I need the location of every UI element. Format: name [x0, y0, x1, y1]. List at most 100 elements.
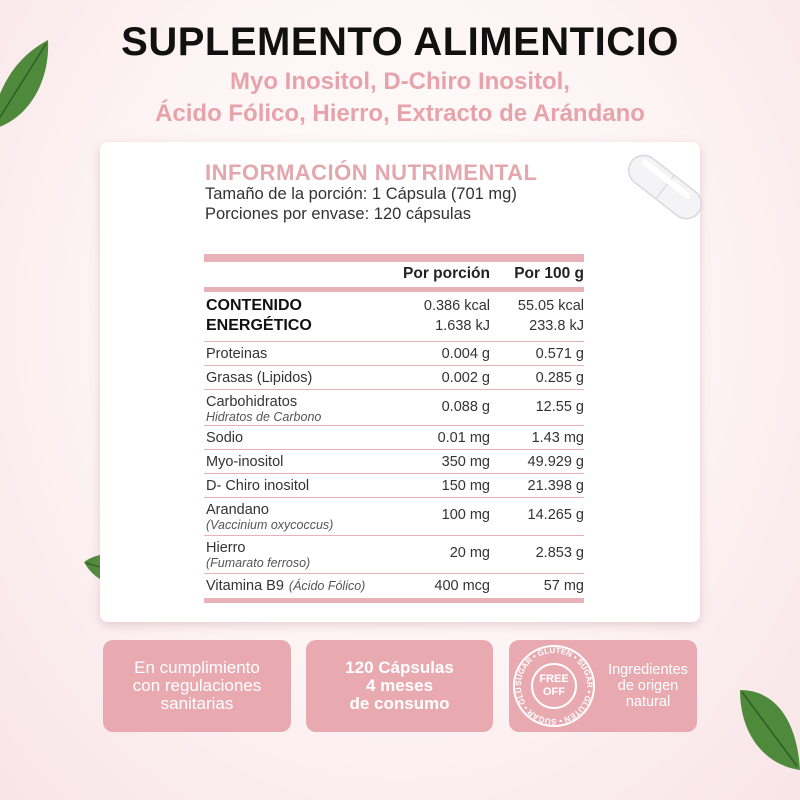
- value-cell: 0.01 mg: [438, 428, 490, 448]
- capsule: [627, 154, 703, 220]
- badge-text: FREE: [539, 673, 568, 685]
- value-cell: 14.265 g: [528, 505, 584, 525]
- nutrition-row: Carbohidratos Hidratos de Carbono 0.088 g 1…: [204, 390, 584, 426]
- nutrient-label: Sodio: [206, 430, 244, 446]
- nutrition-card: [100, 142, 700, 622]
- value-cell: 0.386 kcal 1.638 kJ: [424, 296, 490, 336]
- value-cell: 49.929 g: [528, 452, 584, 472]
- free-badge: SUGAR • GLUTEN • SUGAR • GLUTEN • SUGAR …: [509, 641, 595, 727]
- nutrition-row: Hierro (Fumarato ferroso) 20 mg 2.853 g: [204, 536, 584, 574]
- nutrition-title: INFORMACIÓN NUTRIMENTAL: [205, 160, 538, 185]
- subtitle: Myo Inositol, D-Chiro Inositol,: [230, 68, 570, 95]
- nutrient-value: 100 mg: [441, 507, 490, 523]
- nutrient-value: 350 mg: [441, 454, 490, 470]
- nutrient-value: 150 mg: [441, 478, 490, 494]
- nutrient-value: 400 mcg: [434, 578, 490, 594]
- feature-text: sanitarias: [160, 694, 234, 713]
- nutrition-row: Proteinas 0.004 g 0.571 g: [204, 342, 584, 366]
- value-cell: 2.853 g: [536, 543, 584, 563]
- nutrient-name: Proteinas: [206, 347, 267, 362]
- nutrient-value: 21.398 g: [527, 478, 584, 494]
- feature-text: En cumplimiento: [134, 658, 260, 677]
- nutrient-value: 55.05 kcal: [517, 298, 584, 314]
- nutrition-row: Vitamina B9 (Ácido Fólico) 400 mcg 57 mg: [204, 574, 584, 598]
- nutrient-value: 14.265 g: [527, 507, 584, 523]
- value-cell: 0.002 g: [442, 368, 490, 388]
- nutrient-value: 0.01 mg: [437, 430, 490, 446]
- value-cell: 55.05 kcal 233.8 kJ: [518, 296, 584, 336]
- value-cell: 0.285 g: [536, 368, 584, 388]
- nutrition-row: D- Chiro inositol 150 mg 21.398 g: [204, 474, 584, 498]
- nutrient-value: 49.929 g: [527, 454, 584, 470]
- nutrient-name: Carbohidratos Hidratos de Carbono: [206, 395, 321, 425]
- nutrient-note: (Ácido Fólico): [288, 579, 366, 593]
- nutrient-name: Sodio: [206, 431, 243, 446]
- nutrient-name: D- Chiro inositol: [206, 479, 309, 494]
- nutrition-row: CONTENIDO ENERGÉTICO 0.386 kcal 1.638 kJ 55.…: [204, 292, 584, 342]
- nutrition-row: Myo-inositol 350 mg 49.929 g: [204, 450, 584, 474]
- nutrient-value: 0.002 g: [441, 370, 490, 386]
- table-bar: [204, 254, 584, 262]
- nutrient-note: (Fumarato ferroso): [206, 556, 311, 570]
- nutrition-row: Sodio 0.01 mg 1.43 mg: [204, 426, 584, 450]
- feature-box: 120 Cápsulas 4 meses de consumo: [306, 640, 493, 732]
- value-cell: 1.43 mg: [532, 428, 584, 448]
- nutrient-value: 1.638 kJ: [435, 318, 490, 334]
- nutrient-value: 57 mg: [543, 578, 584, 594]
- nutrient-label: Arandano: [206, 502, 269, 518]
- nutrient-label: CONTENIDO: [206, 297, 302, 314]
- subtitle: Ácido Fólico, Hierro, Extracto de Aránda…: [155, 100, 645, 127]
- feature-text: de consumo: [349, 694, 450, 713]
- title: SUPLEMENTO ALIMENTICIO: [121, 20, 679, 64]
- nutrition-row: Grasas (Lipidos) 0.002 g 0.285 g: [204, 366, 584, 390]
- value-cell: 20 mg: [450, 543, 490, 563]
- nutrient-label: D- Chiro inositol: [206, 478, 310, 494]
- value-cell: 400 mcg: [434, 576, 490, 596]
- nutrient-value: 0.004 g: [441, 346, 490, 362]
- nutrient-name: Hierro (Fumarato ferroso): [206, 541, 310, 571]
- nutrient-label: Grasas (Lipidos): [206, 370, 313, 386]
- nutrient-name: Myo-inositol: [206, 455, 283, 470]
- nutrient-value: 0.285 g: [535, 370, 584, 386]
- nutrient-label: Hierro: [206, 540, 246, 556]
- feature-text: 4 meses: [365, 676, 434, 695]
- column-label: Por porción: [403, 265, 490, 282]
- value-cell: 100 mg: [442, 505, 490, 525]
- badge-text: OFF: [543, 686, 565, 698]
- value-cell: 350 mg: [442, 452, 490, 472]
- feature-text: con regulaciones: [132, 676, 262, 695]
- value-cell: 150 mg: [442, 476, 490, 496]
- feature-text: 120 Cápsulas: [345, 658, 454, 677]
- nutrient-label: Vitamina B9: [206, 578, 284, 594]
- nutrient-label: Proteinas: [206, 346, 268, 362]
- feature-box: En cumplimiento con regulaciones sanitar…: [103, 640, 291, 732]
- nutrition-row: Arandano (Vaccinium oxycoccus) 100 mg 14.26…: [204, 498, 584, 536]
- value-cell: 0.004 g: [442, 344, 490, 364]
- column-label: Por 100 g: [514, 265, 584, 282]
- nutrient-label: Myo-inositol: [206, 454, 284, 470]
- nutrient-value: 1.43 mg: [531, 430, 584, 446]
- servings: Porciones por envase: 120 cápsulas: [205, 205, 471, 223]
- value-cell: 0.088 g: [442, 397, 490, 417]
- nutrient-value: 2.853 g: [535, 545, 584, 561]
- nutrient-name: Grasas (Lipidos): [206, 371, 312, 386]
- table-bar: [204, 598, 584, 603]
- nutrient-value: 0.571 g: [535, 346, 584, 362]
- nutrient-name: CONTENIDO ENERGÉTICO: [206, 296, 312, 336]
- feature-box: SUGAR • GLUTEN • SUGAR • GLUTEN • SUGAR …: [509, 640, 697, 732]
- nutrient-note: (Vaccinium oxycoccus): [206, 518, 334, 532]
- nutrient-label: ENERGÉTICO: [206, 317, 312, 334]
- value-cell: 21.398 g: [528, 476, 584, 496]
- column-header: Por porción Por 100 g: [204, 262, 584, 287]
- value-cell: 0.571 g: [536, 344, 584, 364]
- feature-text: de origen: [617, 678, 679, 694]
- leaf: [740, 690, 800, 770]
- serving-size: Tamaño de la porción: 1 Cápsula (701 mg): [205, 185, 517, 203]
- value-cell: 57 mg: [544, 576, 584, 596]
- nutrient-note: Hidratos de Carbono: [206, 410, 322, 424]
- value-cell: 12.55 g: [536, 397, 584, 417]
- leaf: [0, 40, 49, 127]
- nutrient-value: 233.8 kJ: [529, 318, 584, 334]
- nutrient-name: Vitamina B9 (Ácido Fólico): [206, 579, 365, 594]
